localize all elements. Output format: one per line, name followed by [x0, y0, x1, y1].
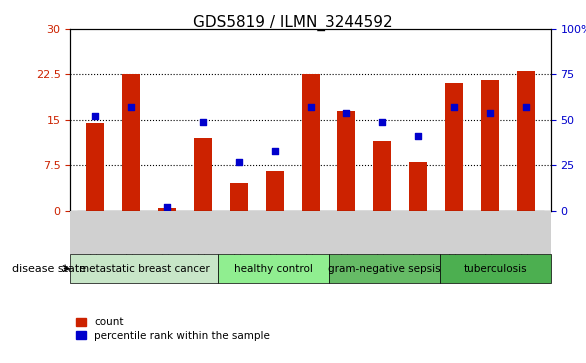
Bar — [517, 72, 534, 211]
Bar — [266, 171, 284, 211]
FancyBboxPatch shape — [329, 254, 440, 283]
Bar — [302, 74, 319, 211]
Text: tuberculosis: tuberculosis — [464, 264, 527, 274]
Point — [91, 113, 100, 119]
Text: healthy control: healthy control — [234, 264, 313, 274]
Bar — [373, 141, 391, 211]
Legend: count, percentile rank within the sample: count, percentile rank within the sample — [76, 317, 270, 340]
Point — [485, 110, 495, 115]
Bar — [158, 208, 176, 211]
Text: gram-negative sepsis: gram-negative sepsis — [328, 264, 441, 274]
Bar — [481, 81, 499, 211]
FancyBboxPatch shape — [440, 254, 551, 283]
Point — [521, 104, 530, 110]
Bar — [194, 138, 212, 211]
Point — [306, 104, 315, 110]
FancyBboxPatch shape — [70, 254, 218, 283]
Bar — [122, 74, 140, 211]
Bar — [338, 111, 355, 211]
Text: GDS5819 / ILMN_3244592: GDS5819 / ILMN_3244592 — [193, 15, 393, 31]
Point — [377, 119, 387, 125]
Text: disease state: disease state — [12, 264, 86, 274]
Point — [198, 119, 207, 125]
Point — [342, 110, 351, 115]
Bar — [230, 183, 248, 211]
FancyBboxPatch shape — [218, 254, 329, 283]
Bar — [409, 162, 427, 211]
Point — [270, 148, 280, 154]
Point — [127, 104, 136, 110]
Bar — [445, 83, 463, 211]
Bar — [87, 123, 104, 211]
Text: metastatic breast cancer: metastatic breast cancer — [79, 264, 210, 274]
Point — [449, 104, 459, 110]
Point — [414, 133, 423, 139]
Point — [162, 204, 172, 210]
Point — [234, 159, 244, 164]
